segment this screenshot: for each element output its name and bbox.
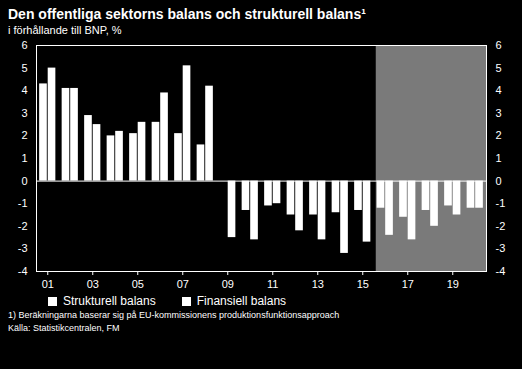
svg-text:5: 5 [496,62,502,74]
svg-text:03: 03 [87,278,99,290]
svg-text:09: 09 [222,278,234,290]
svg-text:1: 1 [496,152,502,164]
html-text:Strukturell balans: Strukturell balans [63,294,156,308]
svg-text:4: 4 [21,84,27,96]
html-text:Den offentliga sektorns balans: Den offentliga sektorns balans och struk… [8,6,366,22]
svg-text:-3: -3 [18,242,28,254]
svg-text:-2: -2 [18,220,28,232]
html-text:Finansiell balans: Finansiell balans [196,294,287,308]
svg-text:6: 6 [496,39,502,51]
html-text:Källa: Statistikcentralen, FM: Källa: Statistikcentralen, FM [8,323,120,333]
svg-text:3: 3 [21,107,27,119]
svg-text:3: 3 [496,107,502,119]
svg-text:13: 13 [312,278,324,290]
svg-text:5: 5 [21,62,27,74]
svg-text:07: 07 [177,278,189,290]
svg-text:-4: -4 [18,265,28,277]
svg-text:-1: -1 [496,197,506,209]
svg-text:6: 6 [21,39,27,51]
svg-text:-2: -2 [496,220,506,232]
svg-text:15: 15 [357,278,369,290]
svg-text:1: 1 [21,152,27,164]
svg-text:4: 4 [496,84,502,96]
svg-text:0: 0 [496,175,502,187]
svg-text:17: 17 [402,278,414,290]
svg-text:11: 11 [267,278,278,290]
svg-text:05: 05 [132,278,144,290]
svg-text:-1: -1 [18,197,28,209]
svg-text:19: 19 [447,278,459,290]
html-text:i förhållande till BNP, %: i förhållande till BNP, % [8,24,122,36]
svg-text:-4: -4 [496,265,506,277]
svg-text:-3: -3 [496,242,506,254]
html-text:1) Beräkningarna baserar sig p: 1) Beräkningarna baserar sig på EU-kommi… [8,310,340,320]
svg-text:01: 01 [42,278,54,290]
svg-text:2: 2 [21,129,27,141]
svg-text:2: 2 [496,129,502,141]
svg-text:0: 0 [21,175,27,187]
